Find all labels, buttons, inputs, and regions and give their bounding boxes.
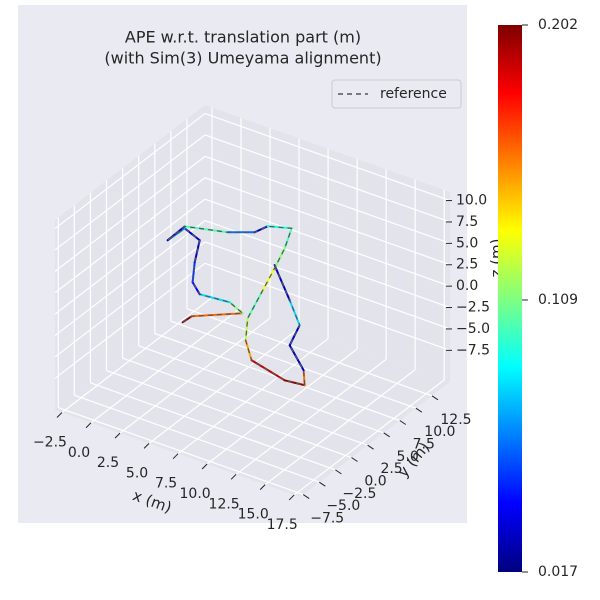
z-tick-label: 0.0 (456, 278, 478, 294)
x-tick-label: 2.5 (97, 455, 119, 471)
x-tick (201, 463, 208, 470)
grid-line (90, 307, 242, 424)
y-tick-label: −7.5 (310, 511, 344, 527)
chart-subtitle: (with Sim(3) Umeyama alignment) (104, 49, 381, 68)
grid-line (293, 379, 445, 496)
legend-label: reference (380, 86, 447, 102)
grid-line (235, 358, 387, 475)
y-tick (351, 457, 358, 462)
grid-line (58, 406, 304, 496)
grid-line (54, 220, 206, 337)
y-tick-label: 10.0 (424, 424, 455, 440)
legend: reference (331, 79, 462, 109)
z-tick-label: 7.5 (456, 214, 478, 230)
z-tick-label: −5.0 (456, 321, 490, 337)
z-tick-label: 5.0 (456, 235, 478, 251)
legend-box (331, 79, 462, 109)
grid-line (204, 177, 451, 266)
grid-line (61, 296, 213, 413)
grid-line (138, 345, 384, 434)
grid-line (54, 262, 206, 379)
x-tick (259, 484, 266, 490)
grid-line (264, 369, 416, 486)
x-tick-label: 7.5 (155, 476, 177, 492)
grid-line (204, 155, 451, 244)
grid-line (106, 369, 352, 459)
grid-line (204, 219, 451, 309)
y-tick-label: −5.0 (326, 498, 360, 514)
y-tick (431, 395, 439, 401)
y-tick-label: 2.5 (380, 461, 402, 477)
grid-line (186, 308, 433, 397)
grid-line (170, 320, 417, 409)
grid-line (206, 348, 358, 465)
grid-line (74, 394, 320, 483)
x-tick (114, 432, 121, 439)
colorbar-tick-label: 0.017 (538, 564, 578, 580)
x-tick-label: 12.5 (209, 496, 240, 512)
y-tick (415, 407, 423, 413)
left-pane (55, 105, 205, 410)
x-tick (85, 422, 92, 429)
x-tick-label: 15.0 (238, 507, 269, 523)
grid-line (54, 134, 206, 251)
x-tick (143, 443, 150, 449)
y-tick (302, 494, 310, 499)
chart-title: APE w.r.t. translation part (m) (125, 28, 361, 47)
colorbar-tick-label: 0.202 (538, 17, 578, 33)
grid-line (204, 241, 451, 330)
y-tick (335, 469, 342, 475)
colorbar-tick-label: 0.109 (538, 292, 578, 308)
grid-line (90, 382, 336, 471)
x-tick (172, 453, 179, 460)
z-tick-label: −2.5 (456, 300, 490, 316)
z-tick-label: 2.5 (456, 257, 478, 273)
y-tick (399, 420, 407, 425)
z-tick-label: 10.0 (456, 193, 487, 209)
colorbar (498, 25, 522, 572)
x-tick (230, 473, 237, 480)
grid-line (148, 327, 300, 444)
y-tick-label: 0.0 (364, 474, 386, 490)
grid-line (54, 113, 206, 230)
trajectory-segment (288, 299, 301, 327)
grid-line (54, 155, 206, 272)
x-tick-label: 5.0 (126, 465, 148, 481)
y-tick-label: 12.5 (440, 412, 471, 428)
grid-line (204, 262, 451, 351)
grid-line (204, 112, 451, 202)
y-tick (319, 481, 326, 487)
y-tick-label: 7.5 (413, 436, 435, 452)
grid-line (54, 177, 206, 294)
grid-line (122, 357, 368, 446)
z-tick-label: −7.5 (456, 342, 490, 358)
grid-line (204, 134, 451, 223)
x-tick-label: −2.5 (33, 434, 67, 450)
grid-line (54, 198, 206, 315)
grid-line (204, 198, 451, 287)
x-tick-label: 17.5 (267, 517, 298, 533)
x-tick (288, 494, 295, 501)
x-tick-label: 0.0 (68, 445, 90, 461)
x-tick-label: 10.0 (180, 486, 211, 502)
y-tick-label: −2.5 (342, 486, 376, 502)
y-tick (367, 444, 374, 450)
x-tick (56, 412, 63, 418)
y-tick-label: 5.0 (397, 449, 419, 465)
trajectory-segment (260, 267, 276, 294)
grid-line (177, 338, 329, 455)
y-tick (383, 432, 390, 438)
grid-line (54, 241, 206, 358)
reference-line (167, 225, 306, 387)
